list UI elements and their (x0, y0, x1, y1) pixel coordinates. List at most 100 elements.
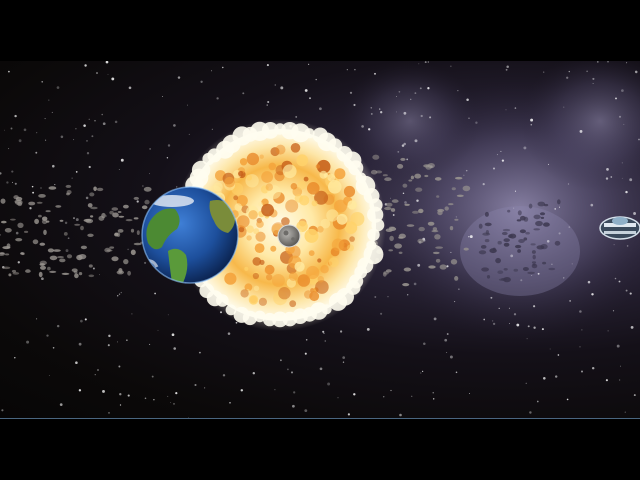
star (623, 123, 625, 125)
asteroid (398, 233, 406, 239)
star (108, 412, 110, 414)
star (579, 129, 583, 133)
star (523, 146, 527, 150)
asteroid (40, 265, 46, 270)
asteroid (484, 211, 489, 217)
explosion-particle (297, 181, 306, 190)
star (621, 177, 623, 179)
explosion-particle (304, 228, 319, 243)
star (86, 140, 88, 142)
star (607, 330, 609, 332)
star (102, 389, 105, 393)
star (167, 314, 169, 316)
star (406, 158, 409, 161)
asteroid (389, 235, 394, 242)
explosion-particle (319, 170, 328, 179)
explosion-edge-puff (367, 228, 380, 241)
star (18, 139, 22, 143)
star (48, 375, 50, 376)
star (413, 282, 417, 286)
star (23, 128, 27, 132)
star (26, 340, 30, 344)
spaceship[interactable] (599, 216, 640, 240)
asteroid (427, 163, 435, 169)
explosion-particle (270, 245, 277, 252)
asteroid (523, 216, 529, 222)
asteroid (517, 249, 521, 253)
star (92, 267, 95, 270)
explosion-particle (258, 297, 267, 306)
asteroid (454, 218, 459, 221)
asteroid (414, 173, 422, 179)
asteroid (47, 248, 55, 253)
explosion-particle (304, 290, 313, 299)
asteroid (109, 246, 115, 249)
star (591, 366, 595, 370)
explosion-particle (296, 154, 309, 167)
star (496, 154, 498, 156)
asteroid (497, 240, 502, 245)
explosion-particle (244, 266, 249, 271)
star (551, 263, 553, 266)
star (40, 187, 42, 189)
star (131, 313, 133, 315)
asteroid (20, 252, 24, 255)
star (634, 70, 638, 74)
star (379, 108, 381, 110)
star (117, 341, 118, 343)
star (366, 328, 370, 331)
star (567, 183, 570, 185)
star (370, 112, 373, 115)
moon[interactable] (277, 224, 301, 248)
star (36, 132, 38, 134)
star (304, 352, 307, 355)
star (591, 293, 594, 296)
star (305, 339, 308, 341)
star (84, 64, 87, 67)
star (107, 73, 109, 75)
asteroid (540, 243, 548, 250)
star (411, 395, 413, 397)
star (144, 261, 147, 264)
asteroid (127, 270, 131, 276)
star (211, 128, 213, 130)
star (117, 295, 119, 297)
star (8, 70, 10, 73)
asteroid (408, 179, 413, 182)
asteroid (49, 270, 57, 273)
game-viewport[interactable] (0, 61, 640, 418)
star (432, 392, 434, 394)
star (46, 334, 49, 337)
star (510, 254, 514, 258)
star (368, 128, 371, 131)
explosion-particle (347, 244, 354, 252)
star (32, 191, 35, 194)
explosion-particle (265, 183, 273, 191)
explosion-particle (297, 274, 311, 287)
asteroid (427, 221, 435, 226)
star (242, 92, 245, 95)
star (399, 413, 402, 417)
star (505, 68, 508, 71)
star (274, 389, 276, 391)
asteroid (123, 204, 129, 209)
star (10, 127, 13, 130)
star (91, 135, 94, 138)
star (105, 215, 107, 217)
star (173, 403, 175, 405)
star (308, 63, 310, 65)
star (144, 397, 147, 400)
explosion-edge-puff (261, 122, 279, 139)
earth-planet[interactable] (141, 186, 239, 289)
asteroid (385, 202, 393, 207)
asteroid (101, 212, 106, 219)
asteroid (130, 228, 135, 233)
star (374, 296, 377, 298)
star (605, 379, 608, 382)
star (78, 389, 82, 392)
star (166, 157, 169, 159)
star (398, 90, 401, 93)
star (626, 62, 628, 64)
star (292, 404, 295, 408)
asteroid (74, 223, 81, 226)
